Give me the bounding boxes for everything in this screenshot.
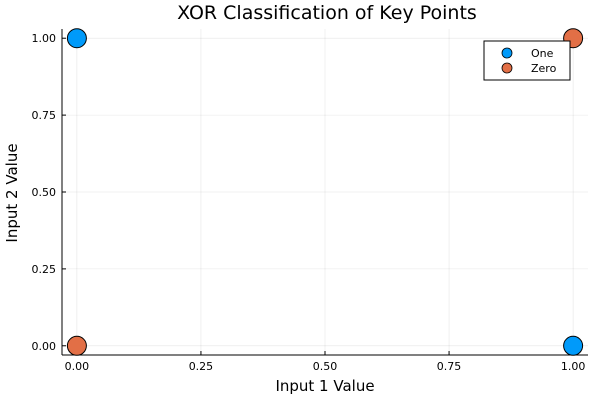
x-axis-label: Input 1 Value xyxy=(275,377,374,395)
chart-title: XOR Classification of Key Points xyxy=(177,2,477,24)
y-tick-label: 0.25 xyxy=(32,263,57,276)
grid xyxy=(62,29,588,355)
x-tick-label: 1.00 xyxy=(561,360,586,373)
point-one xyxy=(563,335,584,356)
legend-box xyxy=(483,40,571,81)
legend-label-one: One xyxy=(531,47,554,60)
y-tick-label: 0.50 xyxy=(32,186,57,199)
legend-marker-one xyxy=(501,47,513,59)
x-tick-label: 0.25 xyxy=(189,360,214,373)
y-tick-label: 0.00 xyxy=(32,340,57,353)
y-ticks: 0.00 0.25 0.50 0.75 1.00 xyxy=(32,32,66,353)
point-one xyxy=(66,28,87,49)
legend-label-zero: Zero xyxy=(531,62,557,75)
y-tick-label: 0.75 xyxy=(32,109,57,122)
x-tick-label: 0.50 xyxy=(313,360,338,373)
point-zero xyxy=(66,335,87,356)
y-axis-label: Input 2 Value xyxy=(3,143,21,242)
x-ticks: 0.00 0.25 0.50 0.75 1.00 xyxy=(65,351,586,373)
y-tick-label: 1.00 xyxy=(32,32,57,45)
legend: One Zero xyxy=(483,40,571,81)
x-tick-label: 0.75 xyxy=(437,360,462,373)
x-tick-label: 0.00 xyxy=(65,360,90,373)
legend-marker-zero xyxy=(501,62,513,74)
